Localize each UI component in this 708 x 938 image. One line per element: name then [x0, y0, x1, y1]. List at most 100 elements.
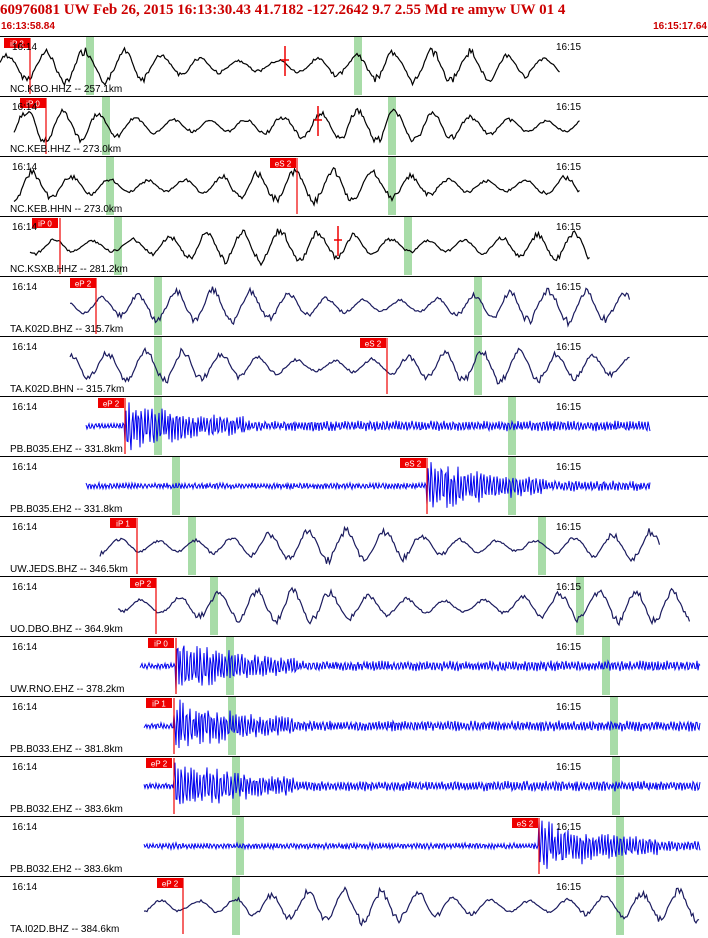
station-label: UW.JEDS.BHZ -- 346.5km: [10, 564, 128, 575]
pick-label: eS 2: [365, 340, 382, 349]
time-tick-label: 16:14: [12, 342, 37, 353]
pick-box: [512, 818, 538, 828]
station-label: TA.I02D.BHZ -- 384.6km: [10, 924, 119, 935]
station-label: NC.KEB.HHZ -- 273.0km: [10, 144, 121, 155]
time-tick-label: 16:14: [12, 702, 37, 713]
arrival-band: [474, 277, 482, 335]
station-label: PB.B035.EHZ -- 331.8km: [10, 444, 123, 455]
pick-label: eP 2: [151, 760, 168, 769]
pick-box: [360, 338, 386, 348]
time-tick-label: 16:14: [12, 822, 37, 833]
time-tick-label: 16:14: [12, 642, 37, 653]
arrival-band: [474, 337, 482, 395]
time-tick-label: 16:14: [12, 42, 37, 53]
pick-box: [157, 878, 183, 888]
waveform-trace: [29, 228, 590, 267]
pick-label: iP 0: [26, 100, 40, 109]
pick-box: [20, 98, 46, 108]
time-tick-label: 16:14: [12, 582, 37, 593]
pick-label: eS 2: [517, 820, 534, 829]
time-tick-label: 16:15: [556, 342, 581, 353]
pick-box: [146, 758, 172, 768]
window-start-time: 16:13:58.84: [1, 21, 55, 32]
pick-box: [270, 158, 296, 168]
waveform-trace: [69, 346, 630, 385]
time-tick-label: 16:15: [556, 42, 581, 53]
waveform-trace: [85, 462, 651, 508]
waveform-trace: [139, 645, 701, 691]
arrival-band: [404, 217, 412, 275]
pick-label: eP 2: [75, 280, 92, 289]
time-tick-label: 16:15: [556, 822, 581, 833]
pick-label: iP 0: [154, 640, 168, 649]
pick-box: [148, 638, 174, 648]
station-label: PB.B033.EHZ -- 381.8km: [10, 744, 123, 755]
time-tick-label: 16:15: [556, 582, 581, 593]
arrival-band: [154, 277, 162, 335]
waveform-trace: [99, 525, 661, 566]
arrival-band: [388, 157, 396, 215]
arrival-band: [86, 37, 94, 95]
pick-label: iP 0: [38, 220, 52, 229]
time-tick-label: 16:15: [556, 882, 581, 893]
waveform-trace: [143, 699, 701, 749]
pick-label: eP 2: [103, 400, 120, 409]
waveform-trace: [143, 762, 701, 805]
arrival-band: [576, 577, 584, 635]
pick-box: [146, 698, 172, 708]
pick-box: [32, 218, 58, 228]
pick-label: iP 1: [152, 700, 166, 709]
pick-box: [130, 578, 156, 588]
arrival-band: [354, 37, 362, 95]
time-tick-label: 16:14: [12, 282, 37, 293]
waveform-trace: [69, 286, 631, 328]
station-label: PB.B032.EHZ -- 383.6km: [10, 804, 123, 815]
time-tick-label: 16:15: [556, 222, 581, 233]
time-tick-label: 16:15: [556, 162, 581, 173]
time-tick-label: 16:15: [556, 282, 581, 293]
pick-label: iP 2: [10, 40, 24, 49]
pick-label: iP 1: [116, 520, 130, 529]
station-label: NC.KEB.HHN -- 273.0km: [10, 204, 122, 215]
arrival-band: [154, 337, 162, 395]
time-tick-label: 16:15: [556, 642, 581, 653]
pick-label: eP 2: [162, 880, 179, 889]
time-tick-label: 16:14: [12, 522, 37, 533]
time-tick-label: 16:15: [556, 522, 581, 533]
time-tick-label: 16:15: [556, 102, 581, 113]
arrival-band: [172, 457, 180, 515]
time-tick-label: 16:14: [12, 102, 37, 113]
station-label: TA.K02D.BHZ -- 315.7km: [10, 324, 123, 335]
time-tick-label: 16:15: [556, 762, 581, 773]
time-tick-label: 16:14: [12, 222, 37, 233]
waveform-trace: [143, 886, 700, 927]
station-label: UO.DBO.BHZ -- 364.9km: [10, 624, 123, 635]
time-tick-label: 16:15: [556, 402, 581, 413]
pick-box: [70, 278, 96, 288]
pick-label: eP 2: [135, 580, 152, 589]
time-tick-label: 16:14: [12, 402, 37, 413]
waveform-trace: [143, 820, 701, 869]
time-tick-label: 16:15: [556, 462, 581, 473]
station-label: NC.KBO.HHZ -- 257.1km: [10, 84, 122, 95]
time-tick-label: 16:15: [556, 702, 581, 713]
arrival-band: [102, 97, 110, 155]
station-label: TA.K02D.BHN -- 315.7km: [10, 384, 124, 395]
pick-box: [4, 38, 30, 48]
time-tick-label: 16:14: [12, 882, 37, 893]
arrival-band: [508, 397, 516, 455]
arrival-band: [106, 157, 114, 215]
window-end-time: 16:15:17.64: [653, 21, 707, 32]
arrival-band: [538, 517, 546, 575]
waveform-trace: [13, 107, 580, 144]
station-label: NC.KSXB.HHZ -- 281.2km: [10, 264, 128, 275]
arrival-band: [188, 517, 196, 575]
station-label: UW.RNO.EHZ -- 378.2km: [10, 684, 124, 695]
arrival-band: [388, 97, 396, 155]
time-tick-label: 16:14: [12, 462, 37, 473]
arrival-band: [114, 217, 122, 275]
arrival-band: [210, 577, 218, 635]
time-tick-label: 16:14: [12, 762, 37, 773]
pick-label: eS 2: [275, 160, 292, 169]
